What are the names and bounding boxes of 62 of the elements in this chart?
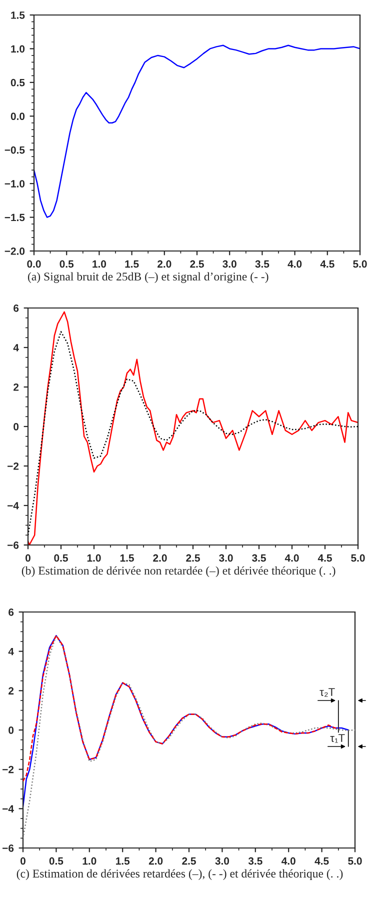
y-tick-label: 1.0 bbox=[11, 45, 25, 53]
y-tick-label: 0 bbox=[14, 423, 19, 430]
line-series bbox=[34, 44, 360, 218]
y-tick-label: 1.5 bbox=[11, 12, 25, 19]
text: (a) Signal bruit de 25dB (–) et signal d’origine (- -) bbox=[28, 272, 268, 283]
y-tick-label: −1.5 bbox=[4, 214, 25, 222]
x-tick-label: 3.0 bbox=[219, 554, 233, 562]
x-tick-label: 2.5 bbox=[182, 857, 196, 865]
y-tick-label: −2 bbox=[8, 462, 19, 470]
x-tick-label: 5.0 bbox=[348, 857, 362, 865]
y-tick-label: 4 bbox=[8, 648, 14, 656]
x-tick-label: 1.0 bbox=[87, 554, 101, 562]
x-tick-label: 4.5 bbox=[318, 554, 332, 562]
y-tick-label: −2.0 bbox=[4, 248, 25, 255]
x-tick-label: 4.5 bbox=[314, 857, 329, 865]
text: (c) Estimation de dérivées retardées (–), (- -) et dérivée théorique (. .) bbox=[16, 869, 343, 880]
x-tick-label: 2.5 bbox=[190, 260, 204, 268]
y-tick-label: 4 bbox=[13, 344, 19, 352]
x-tick-label: 0.5 bbox=[49, 857, 64, 865]
x-tick-label: 3.0 bbox=[222, 260, 236, 268]
y-tick-label: −6 bbox=[8, 542, 19, 549]
y-tick-label: 0 bbox=[8, 726, 14, 734]
y-tick-label: −6 bbox=[2, 844, 14, 852]
x-tick-label: 1.5 bbox=[120, 554, 134, 562]
line-series bbox=[23, 634, 349, 808]
y-tick-label: −0.5 bbox=[4, 146, 25, 154]
y-tick-label: 6 bbox=[8, 608, 14, 616]
y-tick-label: −4 bbox=[8, 502, 19, 510]
x-tick-label: 2.5 bbox=[186, 554, 200, 562]
y-tick-label: −1.0 bbox=[4, 180, 25, 188]
line-series bbox=[23, 634, 355, 839]
y-tick-label: 2 bbox=[8, 687, 14, 694]
x-tick-label: 3.5 bbox=[248, 857, 262, 865]
x-tick-label: 1.5 bbox=[116, 857, 130, 865]
x-tick-label: 3.5 bbox=[255, 260, 270, 268]
x-tick-label: 5.0 bbox=[351, 554, 365, 562]
y-tick-label: 2 bbox=[14, 384, 19, 391]
x-tick-label: 2.0 bbox=[153, 554, 167, 562]
x-tick-label: 3.5 bbox=[252, 554, 266, 562]
y-tick-label: 0.5 bbox=[10, 78, 25, 86]
y-tick-label: −2 bbox=[2, 766, 14, 774]
y-tick-label: 0.0 bbox=[10, 112, 25, 120]
annotation: τ₂T bbox=[320, 688, 335, 697]
x-tick-label: 5.0 bbox=[353, 260, 367, 268]
x-tick-label: 2.0 bbox=[158, 260, 172, 268]
y-tick-label: 6 bbox=[14, 304, 19, 312]
x-tick-label: 1.5 bbox=[125, 260, 139, 268]
x-tick-label: 1.0 bbox=[92, 260, 106, 268]
x-tick-label: 0.5 bbox=[60, 260, 74, 268]
x-tick-label: 4.0 bbox=[282, 857, 296, 865]
x-tick-label: 2.0 bbox=[148, 857, 163, 865]
x-tick-label: 0.0 bbox=[27, 260, 41, 268]
x-tick-label: 0 bbox=[26, 554, 30, 562]
x-tick-label: 3.0 bbox=[215, 857, 230, 865]
x-tick-label: 0.5 bbox=[54, 554, 68, 562]
x-tick-label: 1.0 bbox=[82, 857, 96, 865]
y-tick-label: −4 bbox=[2, 805, 14, 812]
x-tick-label: 4.0 bbox=[288, 260, 302, 268]
x-tick-label: 4.5 bbox=[320, 260, 334, 268]
annotation: τ₁T bbox=[330, 734, 345, 743]
text: (b) Estimation de dérivée non retardée (–) et dérivée théorique (. .) bbox=[22, 566, 336, 578]
x-tick-label: 4.0 bbox=[284, 554, 299, 562]
